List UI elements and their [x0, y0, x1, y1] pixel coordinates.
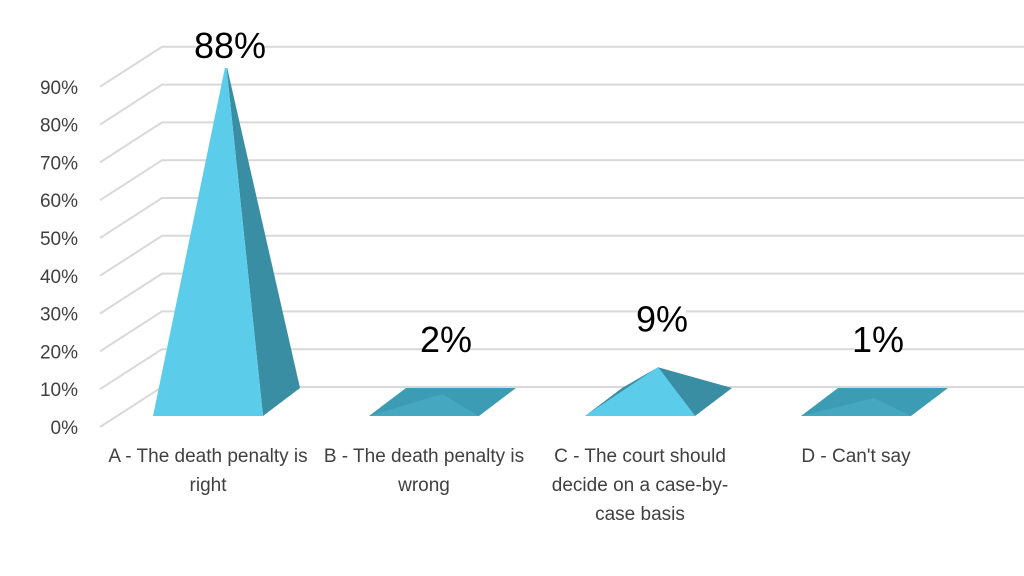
- data-label-bg: [422, 318, 470, 362]
- gridline-60: [99, 159, 1024, 202]
- y-tick-label: 50%: [40, 229, 78, 250]
- y-tick-label: 80%: [40, 116, 78, 137]
- pyramid-left-face: [585, 367, 658, 416]
- y-tick-label: 10%: [40, 380, 78, 401]
- pyramid-3: [585, 367, 732, 416]
- gridline-30: [99, 272, 1024, 315]
- category-label: B - The death penalty is wrong: [323, 446, 525, 496]
- pyramid-side-face: [226, 62, 300, 416]
- data-labels: 88% 2% 9% 1%: [194, 24, 904, 362]
- data-label-bg: [638, 297, 686, 342]
- gridline-70: [99, 121, 1024, 164]
- gridline-40: [99, 234, 1024, 277]
- gridlines: [99, 45, 1024, 428]
- pyramid-side-face: [658, 367, 732, 416]
- pyramid-front-face: [153, 62, 263, 416]
- gridline-80: [99, 83, 1024, 126]
- pyramid-front-face: [369, 394, 479, 416]
- gridline-50: [99, 197, 1024, 239]
- y-tick-label: 90%: [40, 78, 78, 99]
- y-tick-label: 40%: [40, 267, 78, 288]
- y-tick-label: 20%: [40, 342, 78, 363]
- y-tick-label: 60%: [40, 191, 78, 212]
- pyramid-2: [369, 388, 516, 416]
- gridline-10: [99, 348, 1024, 391]
- data-label-bg: [854, 318, 902, 362]
- y-tick-label: 0%: [51, 418, 79, 439]
- data-label-bg: [196, 24, 264, 68]
- y-tick-label: 70%: [40, 153, 78, 174]
- category-label: D - Can't say: [801, 446, 911, 467]
- data-label: 2%: [420, 319, 472, 360]
- y-axis-ticks: 0% 10% 20% 30% 40% 50% 60% 70% 80% 90%: [40, 78, 78, 439]
- gridline-90: [99, 45, 1024, 88]
- pyramid-front-face: [801, 398, 911, 416]
- data-label: 9%: [636, 298, 688, 339]
- pyramids: [153, 62, 948, 416]
- category-label: C - The court should decide on a case-by…: [551, 446, 729, 525]
- data-label: 88%: [194, 25, 266, 66]
- pyramid-1: [153, 62, 300, 416]
- gridline-20: [99, 310, 1024, 353]
- pyramid-4: [801, 388, 948, 416]
- data-label: 1%: [852, 319, 904, 360]
- y-tick-label: 30%: [40, 305, 78, 326]
- category-label: A - The death penalty is right: [108, 446, 308, 496]
